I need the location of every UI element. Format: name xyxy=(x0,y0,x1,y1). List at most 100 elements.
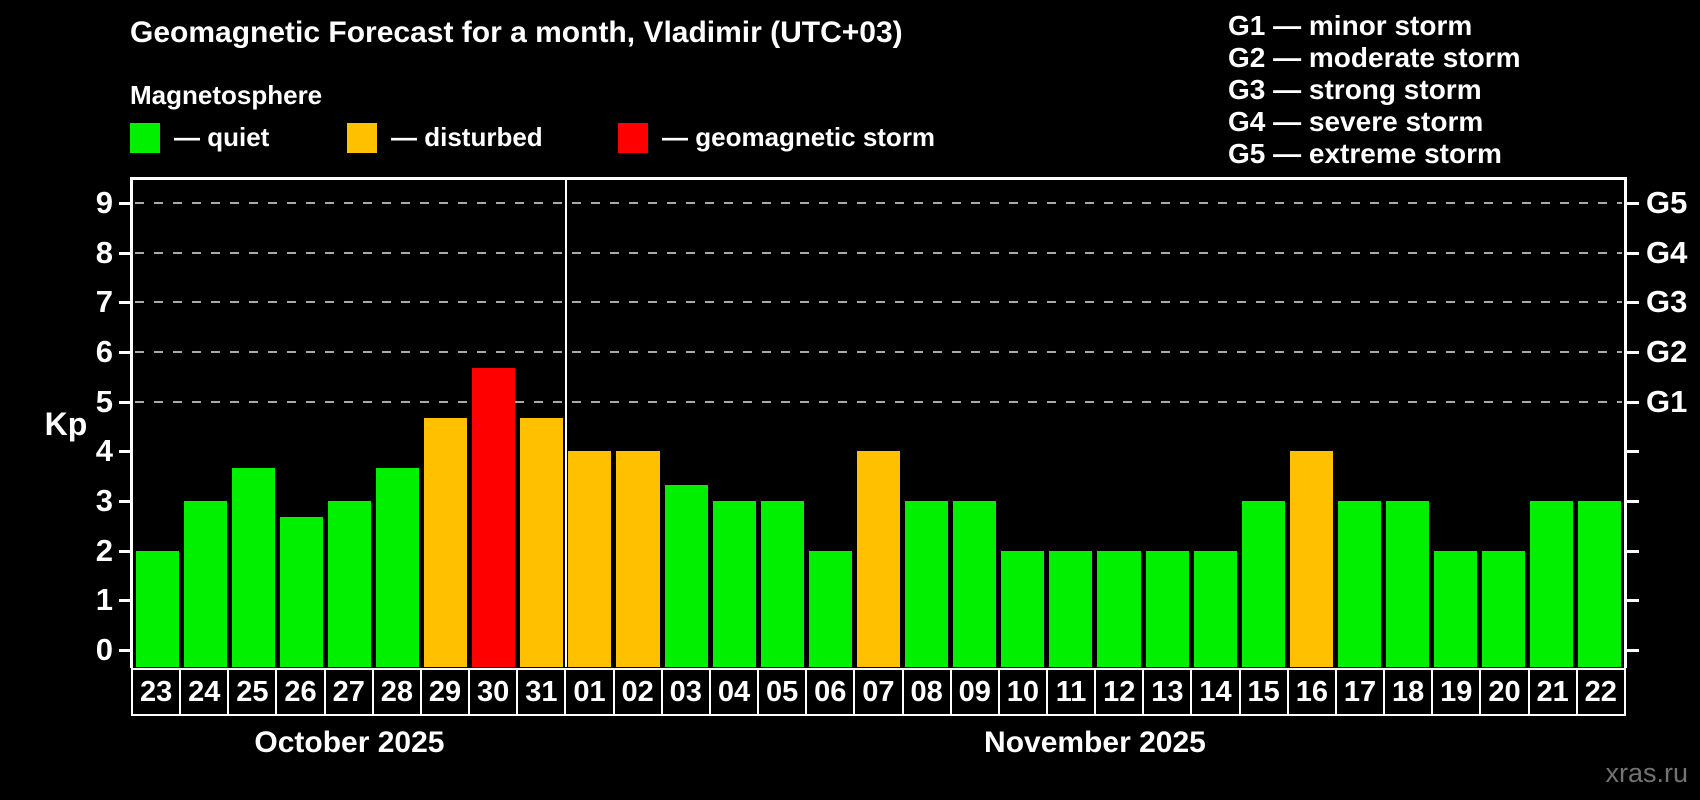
bar-day-15 xyxy=(1241,500,1285,667)
y-tick-left-6 xyxy=(119,350,131,354)
y-tick-right-2 xyxy=(1627,549,1639,553)
bar-day-06 xyxy=(808,550,852,667)
month-label-0: October 2025 xyxy=(254,726,445,759)
bar-day-12 xyxy=(1097,550,1141,667)
bar-day-04 xyxy=(712,500,756,667)
bar-day-24 xyxy=(183,500,227,667)
bar-day-25 xyxy=(231,467,275,667)
gridline-kp5 xyxy=(135,400,1622,403)
bar-day-21 xyxy=(1530,500,1574,667)
day-label-15: 15 xyxy=(1238,668,1289,716)
y-tick-left-7 xyxy=(119,301,131,305)
day-label-06: 06 xyxy=(805,668,856,716)
storm-scale-line-2: G2 — moderate storm xyxy=(1228,42,1521,73)
bar-day-19 xyxy=(1434,550,1478,667)
bar-day-02 xyxy=(616,451,660,667)
bar-day-05 xyxy=(760,500,804,667)
bar-day-03 xyxy=(664,484,708,667)
day-label-12: 12 xyxy=(1094,668,1145,716)
right-axis-label-g5: G5 xyxy=(1646,184,1688,220)
right-axis-label-g3: G3 xyxy=(1646,284,1688,320)
day-label-10: 10 xyxy=(997,668,1048,716)
right-axis-label-g2: G2 xyxy=(1646,333,1688,369)
day-label-11: 11 xyxy=(1045,668,1097,716)
day-label-23: 23 xyxy=(131,668,182,716)
bar-day-22 xyxy=(1578,500,1622,667)
y-tick-right-8 xyxy=(1627,251,1639,255)
day-label-07: 07 xyxy=(853,668,904,716)
day-label-14: 14 xyxy=(1190,668,1241,716)
y-tick-left-9 xyxy=(119,201,131,205)
bar-day-30 xyxy=(472,368,516,667)
y-tick-label-4: 4 xyxy=(95,433,113,469)
page-title: Geomagnetic Forecast for a month, Vladim… xyxy=(130,16,903,49)
y-axis-label: Kp xyxy=(44,406,88,442)
y-tick-left-3 xyxy=(119,499,131,503)
bar-day-28 xyxy=(375,467,420,667)
day-label-13: 13 xyxy=(1142,668,1193,716)
legend-item-quiet: — quiet xyxy=(130,122,269,153)
day-label-17: 17 xyxy=(1334,668,1386,716)
day-label-27: 27 xyxy=(323,668,374,716)
watermark: xras.ru xyxy=(1605,758,1688,788)
day-label-08: 08 xyxy=(901,668,952,716)
y-axis-left xyxy=(130,177,133,668)
y-tick-right-3 xyxy=(1627,499,1639,503)
bar-day-14 xyxy=(1193,550,1237,667)
storm-scale-line-1: G1 — minor storm xyxy=(1228,10,1473,41)
y-tick-right-5 xyxy=(1627,400,1639,404)
x-axis-day-labels: 23 24 25 26 27 28 29 30 31 01 02 03 04 05 06 07 08 09 10 11… xyxy=(131,668,1626,716)
month-separator xyxy=(564,179,567,667)
day-label-30: 30 xyxy=(468,668,519,716)
y-tick-label-5: 5 xyxy=(95,383,113,419)
y-tick-right-1 xyxy=(1627,599,1639,603)
plot-top-border xyxy=(130,177,1627,180)
bar-day-09 xyxy=(953,500,997,667)
bar-day-11 xyxy=(1049,550,1093,667)
bar-day-20 xyxy=(1482,550,1526,667)
y-tick-left-4 xyxy=(119,450,131,454)
gridline-kp9 xyxy=(135,201,1622,204)
y-tick-label-8: 8 xyxy=(95,234,113,270)
legend-item-disturbed: — disturbed xyxy=(347,122,543,153)
legend-label-storm: — geomagnetic storm xyxy=(662,122,936,152)
storm-scale-line-3: G3 — strong storm xyxy=(1228,74,1482,105)
y-tick-label-2: 2 xyxy=(95,532,113,568)
bar-day-17 xyxy=(1337,500,1381,667)
day-label-26: 26 xyxy=(275,668,326,716)
gridline-kp7 xyxy=(135,301,1622,304)
day-label-31: 31 xyxy=(516,668,567,716)
bar-day-10 xyxy=(1001,550,1045,667)
storm-scale-line-4: G4 — severe storm xyxy=(1228,106,1484,137)
gridline-kp8 xyxy=(135,251,1622,254)
storm-swatch xyxy=(618,122,648,153)
y-tick-right-7 xyxy=(1627,301,1639,305)
quiet-swatch xyxy=(130,122,160,153)
y-tick-left-8 xyxy=(119,251,131,255)
y-tick-left-0 xyxy=(119,649,131,652)
y-tick-left-1 xyxy=(119,599,131,603)
day-label-03: 03 xyxy=(660,668,711,716)
y-tick-label-3: 3 xyxy=(95,482,113,518)
legend-label-disturbed: — disturbed xyxy=(391,122,543,152)
legend-item-storm: — geomagnetic storm xyxy=(618,122,935,153)
day-label-01: 01 xyxy=(564,668,615,716)
day-label-21: 21 xyxy=(1527,668,1578,716)
bar-day-23 xyxy=(135,550,179,667)
day-label-20: 20 xyxy=(1479,668,1530,716)
day-label-28: 28 xyxy=(371,668,422,716)
day-label-19: 19 xyxy=(1431,668,1482,716)
day-label-09: 09 xyxy=(949,668,1000,716)
bar-day-26 xyxy=(279,517,323,667)
day-label-04: 04 xyxy=(708,668,760,716)
day-label-25: 25 xyxy=(227,668,278,716)
y-tick-label-6: 6 xyxy=(95,333,113,369)
storm-scale-legend: G1 — minor storm G2 — moderate storm G3 — … xyxy=(1228,10,1521,170)
bar-day-27 xyxy=(327,500,371,667)
day-label-02: 02 xyxy=(612,668,663,716)
y-tick-right-9 xyxy=(1627,201,1639,205)
right-axis-label-g4: G4 xyxy=(1646,234,1688,270)
month-label-1: November 2025 xyxy=(984,726,1206,759)
disturbed-swatch xyxy=(347,122,377,153)
bar-day-13 xyxy=(1145,550,1189,667)
